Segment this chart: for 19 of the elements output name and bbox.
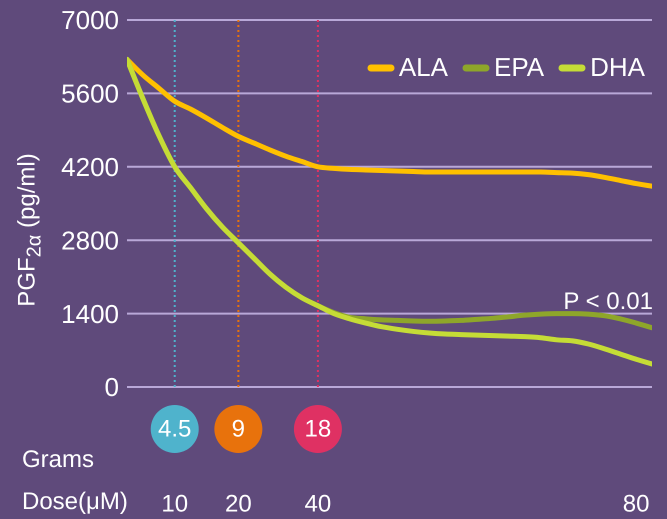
y-tick-label: 2800 — [61, 225, 119, 256]
y-tick-label: 7000 — [61, 5, 119, 36]
ref-line-label: 18 — [304, 416, 332, 442]
y-tick-label: 4200 — [61, 152, 119, 182]
x-tick-label: 20 — [225, 490, 252, 518]
ref-line-label: 4.5 — [158, 416, 192, 442]
x-axis-title: Dose(μM) — [22, 488, 128, 516]
ref-line-label: 9 — [232, 416, 246, 442]
annotation: P < 0.01 — [563, 288, 653, 316]
legend-label: DHA — [589, 52, 645, 83]
y-tick-label: 5600 — [61, 78, 119, 109]
x-tick-label: 80 — [622, 490, 650, 518]
y-tick-label: 0 — [104, 372, 119, 402]
x-tick-label: 40 — [304, 490, 332, 518]
y-tick-label: 1400 — [61, 298, 119, 329]
text: Grams — [22, 446, 94, 474]
legend-label: EPA — [492, 52, 544, 83]
x-tick-label: 10 — [161, 490, 188, 518]
legend-label: ALA — [398, 52, 448, 83]
